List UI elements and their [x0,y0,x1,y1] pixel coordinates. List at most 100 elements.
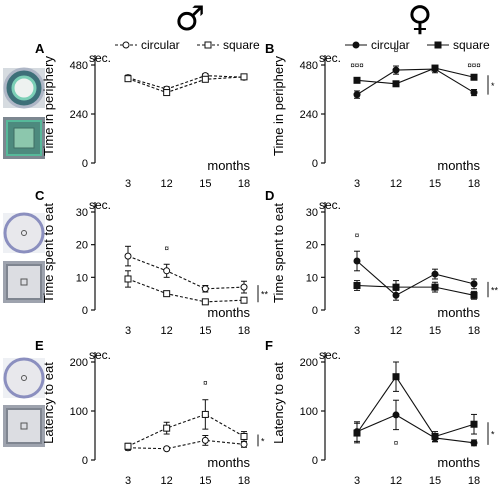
y-tick-label: 10 [76,272,88,284]
data-point [470,439,478,447]
y-axis-label: Latency to eat [41,362,56,444]
x-tick-label: 3 [125,325,131,337]
series-line [356,414,475,444]
arena-square-food-icon [3,261,45,303]
panel-letter: F [265,338,273,353]
x-tick-label: 15 [199,178,211,190]
x-tick-label: 18 [468,325,480,337]
x-tick-label: 18 [238,325,250,337]
x-tick-label: 15 [429,178,441,190]
x-axis-label: months [437,455,480,470]
arena-circular-food-icon-2 [3,357,45,399]
y-tick-label: 200 [70,357,88,369]
x-tick-label: 3 [125,178,131,190]
y-axis-label: Time spent to eat [271,203,286,303]
data-point [392,66,400,74]
significance-mark: ** [491,286,499,296]
data-point [353,429,361,437]
data-point [201,75,209,83]
y-tick-label: 0 [312,305,318,317]
data-point [431,432,439,440]
series-line [127,75,245,90]
series-square [353,361,478,444]
x-tick-label: 18 [238,475,250,487]
series-line [127,278,245,303]
series-line [127,439,245,450]
y-tick-label: 30 [76,207,88,219]
y-tick-label: 240 [70,109,88,121]
unit-label: sec. [319,348,341,362]
data-point [201,436,209,444]
y-tick-label: 20 [76,240,88,252]
series-square [124,73,248,97]
arena-circular-colored-icon [3,67,45,109]
data-point [201,285,209,293]
series-line [127,76,245,94]
arena-square-food-icon-2 [3,405,45,447]
panel-letter: D [265,188,274,203]
arena-square-colored-icon [3,117,45,159]
unit-label: sec. [89,198,111,212]
y-tick-label: 10 [306,272,318,284]
data-point [353,91,361,99]
x-tick-label: 12 [161,178,173,190]
y-tick-label: 0 [82,455,88,467]
x-tick-label: 18 [238,178,250,190]
y-tick-label: 0 [312,455,318,467]
x-tick-label: 18 [468,178,480,190]
legend-label: square [223,38,260,52]
series-line [356,375,475,438]
significance-mark: ¤ [203,379,208,388]
data-point [392,411,400,419]
data-point [240,283,248,291]
y-tick-label: 0 [82,158,88,170]
x-tick-label: 12 [390,325,402,337]
data-point [353,257,361,265]
y-axis-label: Time in periphery [41,56,56,156]
data-point [431,270,439,278]
data-point [392,373,400,381]
y-tick-label: 200 [300,357,318,369]
data-point [470,89,478,97]
panel-letter: A [35,41,45,56]
data-point [124,442,132,450]
x-tick-label: 12 [390,178,402,190]
legend-marker [122,41,130,49]
series-square [353,64,478,88]
unit-label: sec. [89,51,111,65]
x-tick-label: 3 [354,475,360,487]
series-square [124,399,248,450]
data-point [163,89,171,97]
data-point [240,432,248,440]
y-axis-label: Time in periphery [271,56,286,156]
data-point [201,298,209,306]
series-circular [124,435,248,453]
legend-label: circular [371,38,410,52]
data-point [353,282,361,289]
data-point [124,75,132,83]
y-tick-label: 240 [300,109,318,121]
series-circular [124,72,248,93]
x-axis-label: months [207,158,250,173]
panel-letter: E [35,338,44,353]
data-point [470,291,478,299]
male-symbol: ♂ [175,0,205,39]
y-tick-label: 480 [70,60,88,72]
legend-marker [352,41,360,49]
significance-mark: * [491,81,495,91]
data-point [163,445,171,453]
significance-mark: * [491,430,495,440]
arena-circular-food-icon [3,212,45,254]
significance-mark: ¤¤¤ [350,61,364,70]
y-tick-label: 20 [306,240,318,252]
x-axis-label: months [437,158,480,173]
x-tick-label: 15 [199,475,211,487]
series-line [127,413,245,447]
panel-letter: C [35,188,45,203]
panel-letter: B [265,41,274,56]
